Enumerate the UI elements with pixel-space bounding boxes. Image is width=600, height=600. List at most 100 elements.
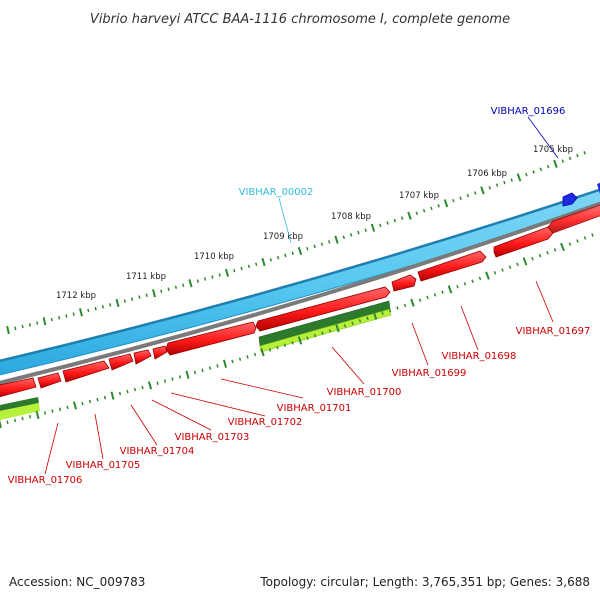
label-vibhar-01703[interactable]: VIBHAR_01703 xyxy=(175,432,250,443)
inner-tick xyxy=(0,419,2,429)
inner-tick xyxy=(66,405,69,410)
gene-vibhar-01696[interactable] xyxy=(562,192,578,207)
gene-minus-strand-edge[interactable] xyxy=(0,377,37,398)
inner-tick xyxy=(58,407,62,412)
scale-tick xyxy=(393,218,397,223)
scale-tick xyxy=(583,151,586,155)
yellow-green-feature-left[interactable] xyxy=(0,403,40,420)
inner-tick xyxy=(426,295,429,300)
scale-tick xyxy=(553,159,558,168)
scale-tick xyxy=(480,186,485,195)
label-vibhar-01704[interactable]: VIBHAR_01704 xyxy=(120,446,195,457)
scale-label-1707: 1707 kbp xyxy=(399,191,439,201)
scale-tick xyxy=(182,283,185,287)
inner-tick xyxy=(560,242,565,252)
yellow-green-feature[interactable] xyxy=(259,308,392,353)
label-vibhar-01705[interactable]: VIBHAR_01705 xyxy=(66,460,141,471)
scale-tick xyxy=(174,285,178,289)
scale-tick xyxy=(160,289,163,293)
scale-tick xyxy=(261,257,266,267)
scale-tick xyxy=(57,316,61,320)
scale-tick xyxy=(101,305,105,309)
scale-tick xyxy=(437,204,440,208)
scale-tick xyxy=(269,258,273,262)
label-vibhar-01701[interactable]: VIBHAR_01701 xyxy=(277,403,352,414)
label-vibhar-01699[interactable]: VIBHAR_01699 xyxy=(392,368,467,379)
gene-labels: VIBHAR_01696 VIBHAR_00002 VIBHAR_01697 V… xyxy=(8,106,591,486)
light-blue-track-edge xyxy=(0,188,600,363)
label-vibhar-01697[interactable]: VIBHAR_01697 xyxy=(516,326,591,337)
leader-vibhar-01706 xyxy=(44,422,59,475)
gene-vibhar-01700[interactable] xyxy=(255,286,391,332)
label-vibhar-01700[interactable]: VIBHAR_01700 xyxy=(327,387,402,398)
scale-tick xyxy=(320,242,324,246)
scale-tick xyxy=(516,173,522,182)
gene-minus-strand-right[interactable] xyxy=(547,204,600,234)
scale-tick xyxy=(561,159,565,163)
inner-tick xyxy=(447,285,453,294)
scale-tick xyxy=(21,324,24,329)
gene-plus-strand-edge[interactable] xyxy=(597,181,600,194)
leader-vibhar-00002 xyxy=(278,197,292,244)
scale-tick xyxy=(466,193,470,198)
label-vibhar-01698[interactable]: VIBHAR_01698 xyxy=(442,351,517,362)
scale-tick xyxy=(79,308,83,317)
scale-tick xyxy=(247,264,251,269)
scale-tick xyxy=(167,287,170,291)
inner-tick xyxy=(246,355,249,359)
scale-label-1705: 1705 kbp xyxy=(533,145,573,155)
inner-tick xyxy=(260,348,265,357)
inner-tick xyxy=(591,233,594,237)
scale-tick xyxy=(568,156,572,161)
scale-tick xyxy=(364,228,367,232)
inner-tick xyxy=(538,253,542,258)
gene-vibhar-01703[interactable] xyxy=(133,349,152,365)
scale-tick xyxy=(370,223,376,232)
inner-tick xyxy=(463,282,467,286)
dark-green-feature-left[interactable] xyxy=(0,397,39,411)
scale-tick xyxy=(36,321,39,325)
inner-tick xyxy=(441,290,444,294)
inner-tick xyxy=(156,381,159,385)
gene-vibhar-01702[interactable] xyxy=(152,345,168,360)
scale-tick xyxy=(342,235,346,240)
inner-tick xyxy=(193,370,197,375)
inner-tick xyxy=(306,336,309,340)
gene-vibhar-01705[interactable] xyxy=(62,360,110,383)
label-vibhar-01696[interactable]: VIBHAR_01696 xyxy=(491,106,566,117)
gene-vibhar-01704[interactable] xyxy=(108,353,134,371)
inner-tick xyxy=(396,306,399,310)
inner-tick xyxy=(433,293,437,297)
leader-vibhar-01703 xyxy=(151,399,212,431)
inner-tick xyxy=(568,242,572,246)
label-vibhar-01706[interactable]: VIBHAR_01706 xyxy=(8,475,83,486)
inner-tick xyxy=(388,308,392,313)
scale-tick xyxy=(284,253,287,258)
scale-label-1708: 1708 kbp xyxy=(331,212,371,222)
gene-vibhar-01698[interactable] xyxy=(417,250,487,282)
label-vibhar-01702[interactable]: VIBHAR_01702 xyxy=(228,417,303,428)
scale-tick xyxy=(87,308,90,313)
topology-text: Topology: circular; Length: 3,765,351 bp… xyxy=(259,575,590,589)
inner-tick xyxy=(283,343,287,348)
inner-tick xyxy=(96,397,99,402)
inner-tick xyxy=(147,381,153,390)
gene-vibhar-01706[interactable] xyxy=(37,372,62,389)
scale-label-1709: 1709 kbp xyxy=(263,232,303,242)
inner-tick xyxy=(103,395,107,400)
inner-tick xyxy=(471,279,474,283)
scale-tick xyxy=(123,299,126,303)
label-vibhar-00002[interactable]: VIBHAR_00002 xyxy=(239,187,314,198)
gene-vibhar-01699[interactable] xyxy=(391,274,417,292)
scale-tick xyxy=(72,312,75,316)
leader-vibhar-01700 xyxy=(331,346,365,385)
inner-tick xyxy=(222,359,228,368)
inner-tick xyxy=(13,418,17,423)
inner-tick xyxy=(583,236,587,240)
inner-tick xyxy=(372,311,378,320)
inner-tick xyxy=(335,324,340,333)
label-leaders xyxy=(44,116,559,475)
inner-tick xyxy=(516,262,519,267)
